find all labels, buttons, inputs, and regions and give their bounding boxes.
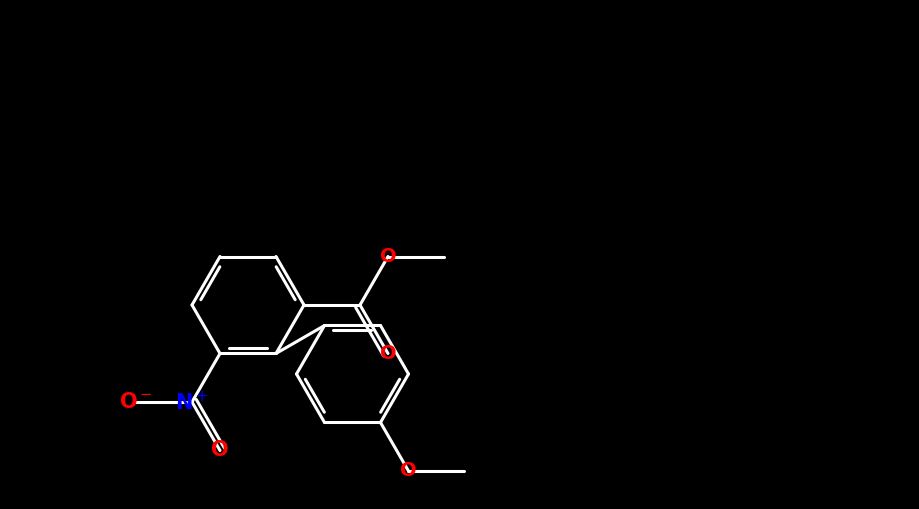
- Text: O: O: [380, 247, 396, 266]
- Text: O: O: [400, 462, 417, 480]
- Text: O$^-$: O$^-$: [119, 392, 153, 412]
- Text: O: O: [380, 344, 396, 363]
- Text: O: O: [211, 440, 229, 461]
- Text: N$^+$: N$^+$: [176, 390, 209, 414]
